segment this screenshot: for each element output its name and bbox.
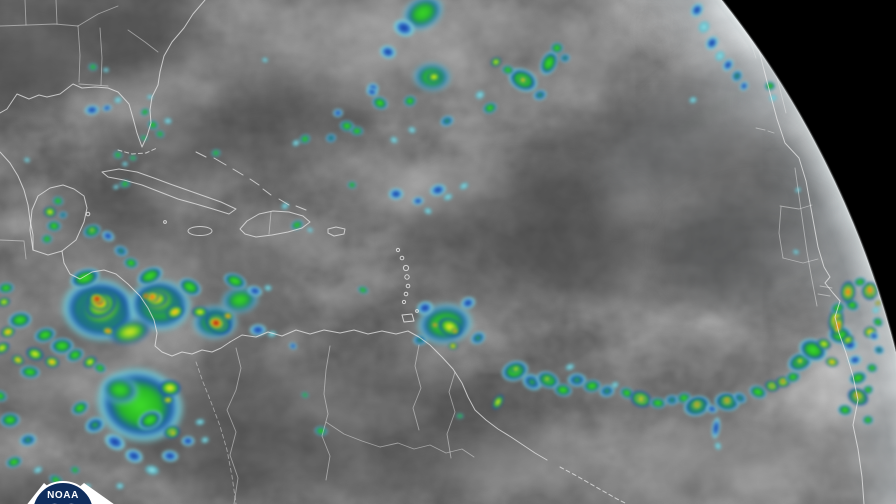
cloud-shade-patch <box>440 422 800 504</box>
cloud-shade-patch <box>651 30 669 36</box>
noaa-logo: NOAA <box>6 477 118 504</box>
cloud-shade-patch <box>240 232 360 268</box>
noaa-logo-text: NOAA <box>47 490 79 501</box>
convection-cell <box>115 482 125 490</box>
cloud-shade-patch <box>610 4 628 12</box>
convection-cell <box>102 67 110 73</box>
cloud-shade-patch <box>637 420 887 504</box>
convection-cell <box>248 323 268 337</box>
cloud-shade-patch <box>636 18 652 24</box>
coastlines <box>0 0 864 504</box>
cloud-shade-patch <box>500 105 820 305</box>
cloud-shade-patch <box>670 190 850 310</box>
noaa-emblem-circle <box>32 481 94 504</box>
cloud-shade-patch <box>120 362 540 502</box>
islands <box>86 212 418 322</box>
cloud-shade-patch <box>380 442 580 502</box>
convection-cell <box>862 415 874 425</box>
